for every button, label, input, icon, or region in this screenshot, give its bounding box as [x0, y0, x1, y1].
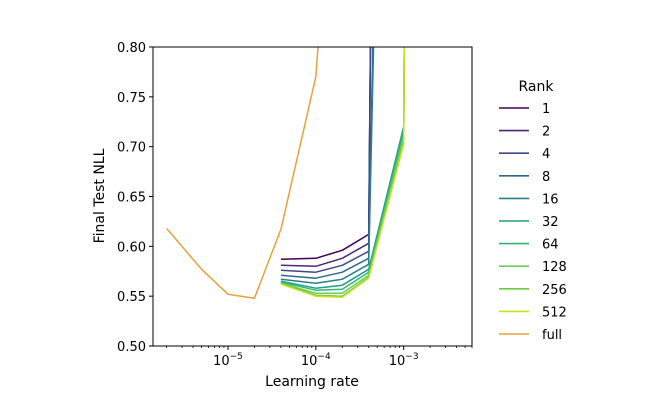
y-tick-label: 0.70	[117, 141, 146, 156]
y-tick-label: 0.75	[117, 91, 146, 106]
legend-label-1: 1	[542, 102, 550, 117]
legend-label-8: 8	[542, 170, 550, 185]
y-axis: 0.50 0.55 0.60 0.65 0.70 0.75 0.80	[117, 41, 153, 355]
x-tick-label: 10−3	[389, 352, 419, 369]
legend-label-128: 128	[542, 260, 567, 275]
legend-label-512: 512	[542, 305, 567, 320]
y-tick-label: 0.65	[117, 191, 146, 206]
legend-title: Rank	[519, 79, 555, 95]
legend-label-full: full	[542, 328, 562, 343]
plot-area	[153, 47, 472, 346]
x-tick-label: 10−5	[213, 352, 243, 369]
legend: Rank 1 2 4 8 16 32 64 128 256 512 full	[499, 79, 567, 343]
series-line-16	[280, 47, 375, 284]
y-tick-label: 0.50	[117, 340, 146, 355]
legend-label-64: 64	[542, 238, 559, 253]
legend-label-4: 4	[542, 147, 550, 162]
legend-label-16: 16	[542, 192, 559, 207]
y-tick-label: 0.80	[117, 41, 146, 56]
legend-label-256: 256	[542, 283, 567, 298]
legend-label-32: 32	[542, 215, 559, 230]
legend-label-2: 2	[542, 125, 550, 140]
series-line-4	[280, 47, 372, 273]
x-axis: 10−5 10−4 10−3	[166, 346, 473, 369]
series-layer	[166, 47, 406, 299]
y-tick-label: 0.60	[117, 240, 146, 255]
series-line-full	[166, 47, 319, 299]
y-tick-label: 0.55	[117, 290, 146, 305]
series-line-512	[280, 47, 406, 298]
x-tick-label: 10−4	[301, 352, 331, 369]
x-axis-label: Learning rate	[265, 374, 359, 390]
y-axis-label: Final Test NLL	[92, 148, 108, 243]
